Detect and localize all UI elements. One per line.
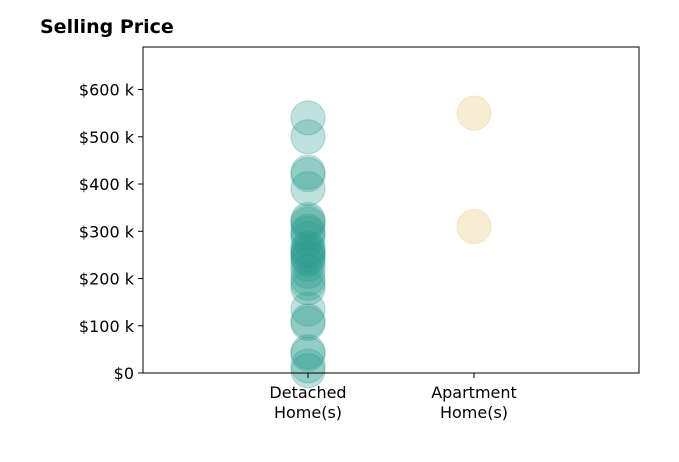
- data-point: [290, 253, 326, 290]
- data-point: [290, 336, 326, 372]
- data-point: [290, 100, 326, 136]
- data-point: [290, 265, 326, 301]
- data-point: [290, 353, 326, 389]
- plot-frame: [142, 46, 640, 374]
- x-axis: Detached Home(s) Apartment Home(s): [269, 373, 517, 422]
- data-point: [290, 119, 326, 155]
- y-tick-label: $300 k: [79, 222, 135, 241]
- y-tick-label: $600 k: [79, 81, 135, 100]
- data-point: [290, 220, 326, 256]
- data-point: [290, 213, 326, 249]
- data-point: [456, 95, 492, 131]
- data-point: [290, 156, 326, 193]
- data-point: [290, 242, 326, 278]
- data-point: [456, 208, 492, 245]
- data-point: [290, 334, 326, 370]
- data-point: [290, 216, 326, 252]
- points-layer: [290, 95, 492, 389]
- y-tick-label: $500 k: [79, 128, 135, 147]
- data-point: [290, 230, 326, 266]
- data-point: [290, 206, 326, 242]
- data-point: [290, 232, 326, 268]
- x-tick-label: Detached Home(s): [269, 383, 346, 422]
- x-tick-label: Apartment Home(s): [431, 383, 517, 422]
- y-tick-label: $400 k: [79, 175, 135, 194]
- y-tick-label: $100 k: [79, 317, 135, 336]
- data-point: [290, 201, 326, 238]
- data-point: [290, 171, 326, 207]
- data-point: [290, 204, 326, 240]
- data-point: [290, 239, 326, 275]
- data-point: [290, 305, 326, 341]
- data-point: [290, 303, 326, 339]
- data-point: [290, 154, 326, 190]
- data-point: [290, 260, 326, 297]
- data-point: [290, 246, 326, 282]
- data-point: [290, 270, 326, 306]
- data-point: [290, 237, 326, 273]
- data-point: [290, 348, 326, 384]
- y-axis: $0 $100 k $200 k $300 k $400 k $500 k $600 k: [79, 81, 143, 383]
- y-tick-label: $0: [114, 364, 134, 383]
- data-point: [290, 291, 326, 327]
- data-point: [290, 234, 326, 271]
- y-tick-label: $200 k: [79, 270, 135, 289]
- chart-title: Selling Price: [40, 16, 174, 38]
